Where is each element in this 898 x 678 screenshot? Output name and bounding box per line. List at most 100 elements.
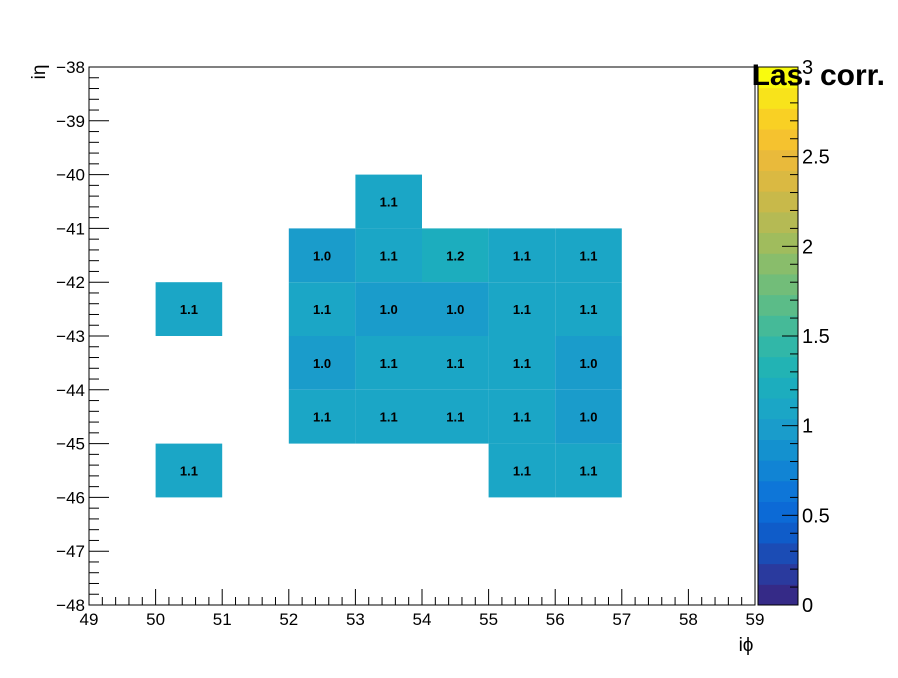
x-tick-label: 51 [213,610,232,629]
colorbar-segment [758,170,798,192]
heatmap-cell [555,228,622,283]
y-tick-label: −47 [56,542,85,561]
y-tick-label: −39 [56,112,85,131]
colorbar-segment [758,439,798,461]
colorbar-segment [758,398,798,420]
heatmap-cell [288,228,356,283]
x-tick-label: 56 [546,610,565,629]
cell-value-label: 1.1 [313,410,331,425]
colorbar-segment [758,67,798,89]
colorbar-segment [758,356,798,378]
colorbar-segment [758,584,798,606]
heatmap-cell [355,174,422,229]
cell-value-label: 1.1 [446,410,464,425]
cell-value-label: 1.1 [579,248,597,263]
cell-value-label: 1.1 [579,464,597,479]
cell-value-label: 1.1 [180,464,198,479]
cell-value-label: 1.0 [380,302,398,317]
heatmap-cell [422,282,489,336]
colorbar-segment [758,315,798,337]
colorbar-tick-label: 1.5 [802,326,830,348]
y-axis: −38 −39 −40 −41 −42 −43 −44 −45 −46 −47 −48 [56,58,109,615]
x-tick-label: 49 [80,610,99,629]
cell-value-label: 1.1 [446,356,464,371]
heatmap-cell [355,228,422,283]
colorbar-tick-label: 3 [802,57,813,79]
heatmap-cell [555,282,622,336]
colorbar-segment [758,336,798,358]
heatmap-cell [288,282,356,336]
cell-value-label: 1.0 [313,356,331,371]
heatmap-cell [288,389,356,444]
chart-title: Las. corr. [752,59,885,92]
y-tick-label: −45 [56,435,85,454]
colorbar-segment [758,501,798,523]
cell-value-label: 1.2 [446,248,464,263]
cell-value-label: 1.0 [579,410,597,425]
heatmap-cell [288,336,356,390]
colorbar-tick-label: 0.5 [802,505,830,527]
heatmap-cell [355,336,422,390]
color-scale: 0 0.5 1 1.5 2 2.5 3 [757,57,830,617]
x-tick-label: 50 [146,610,165,629]
y-tick-label: −44 [56,381,85,400]
y-axis-label: iη [29,65,50,80]
colorbar-segment [758,108,798,130]
colorbar-segment [758,87,798,109]
heatmap-cell [422,228,489,283]
colorbar-tick-label: 2.5 [802,147,830,169]
x-tick-label: 53 [346,610,365,629]
heatmap-cell [488,282,556,336]
cell-value-labels: 1.1 1.0 1.1 1.2 1.1 1.1 1.1 1.1 1.0 1.0 1.1 1.1 1.0 1… [180,195,598,479]
heatmap-cell [555,443,622,498]
cell-value-label: 1.0 [446,302,464,317]
x-tick-label: 58 [679,610,698,629]
cell-value-label: 1.1 [180,302,198,317]
cell-value-label: 1.1 [380,195,398,210]
colorbar-segment [758,253,798,275]
x-tick-label: 54 [413,610,432,629]
colorbar-segment [758,377,798,399]
y-tick-label: −40 [56,166,85,185]
colorbar-segment [758,542,798,565]
y-tick-label: −38 [56,58,85,77]
heatmap-cell [555,389,622,444]
heatmap-cell [488,228,556,283]
cell-value-label: 1.1 [513,356,531,371]
cell-value-label: 1.1 [513,464,531,479]
heatmap-cell [355,389,422,444]
cell-value-label: 1.0 [579,356,597,371]
colorbar-segment [758,294,798,316]
cell-value-label: 1.1 [579,302,597,317]
heatmap-cell [355,282,422,336]
y-tick-label: −46 [56,488,85,507]
colorbar-segment [758,129,798,151]
x-tick-label: 59 [746,610,765,629]
colorbar-segment [758,563,798,585]
cell-value-label: 1.1 [513,248,531,263]
x-axis-label: iϕ [739,635,754,656]
colorbar-segment [758,460,798,482]
heatmap-cell [155,443,223,498]
heatmap-cell [488,443,556,498]
heatmap-cell [422,389,489,444]
y-tick-label: −48 [56,596,85,615]
colorbar-segment [758,232,798,254]
heatmap-cells [155,174,622,498]
colorbar-segment [758,418,798,440]
colorbar-tick-label: 2 [802,236,813,258]
y-tick-label: −41 [56,219,85,238]
x-tick-label: 57 [612,610,631,629]
x-axis: 49 50 51 52 53 54 55 56 57 58 59 [80,589,765,629]
cell-value-label: 1.1 [513,410,531,425]
colorbar-segment [758,149,798,171]
heatmap-cell [488,336,556,390]
heatmap-cell [422,336,489,390]
heatmap-cell [488,389,556,444]
colorbar-segment [758,480,798,503]
cell-value-label: 1.0 [313,248,331,263]
cell-value-label: 1.1 [513,302,531,317]
cell-value-label: 1.1 [313,302,331,317]
